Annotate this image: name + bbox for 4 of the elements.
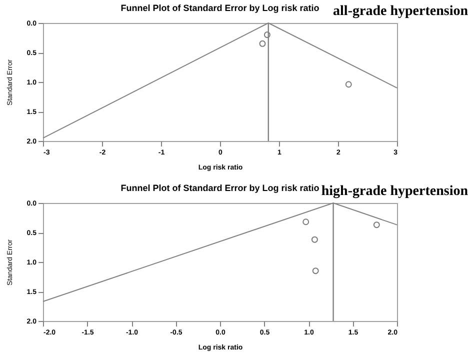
chart-subtitle: all-grade hypertension [333,4,468,20]
chart-subtitle: high-grade hypertension [321,184,468,200]
chart-title: Funnel Plot of Standard Error by Log risk ratio [120,3,320,13]
chart-title: Funnel Plot of Standard Error by Log risk ratio [120,183,320,193]
